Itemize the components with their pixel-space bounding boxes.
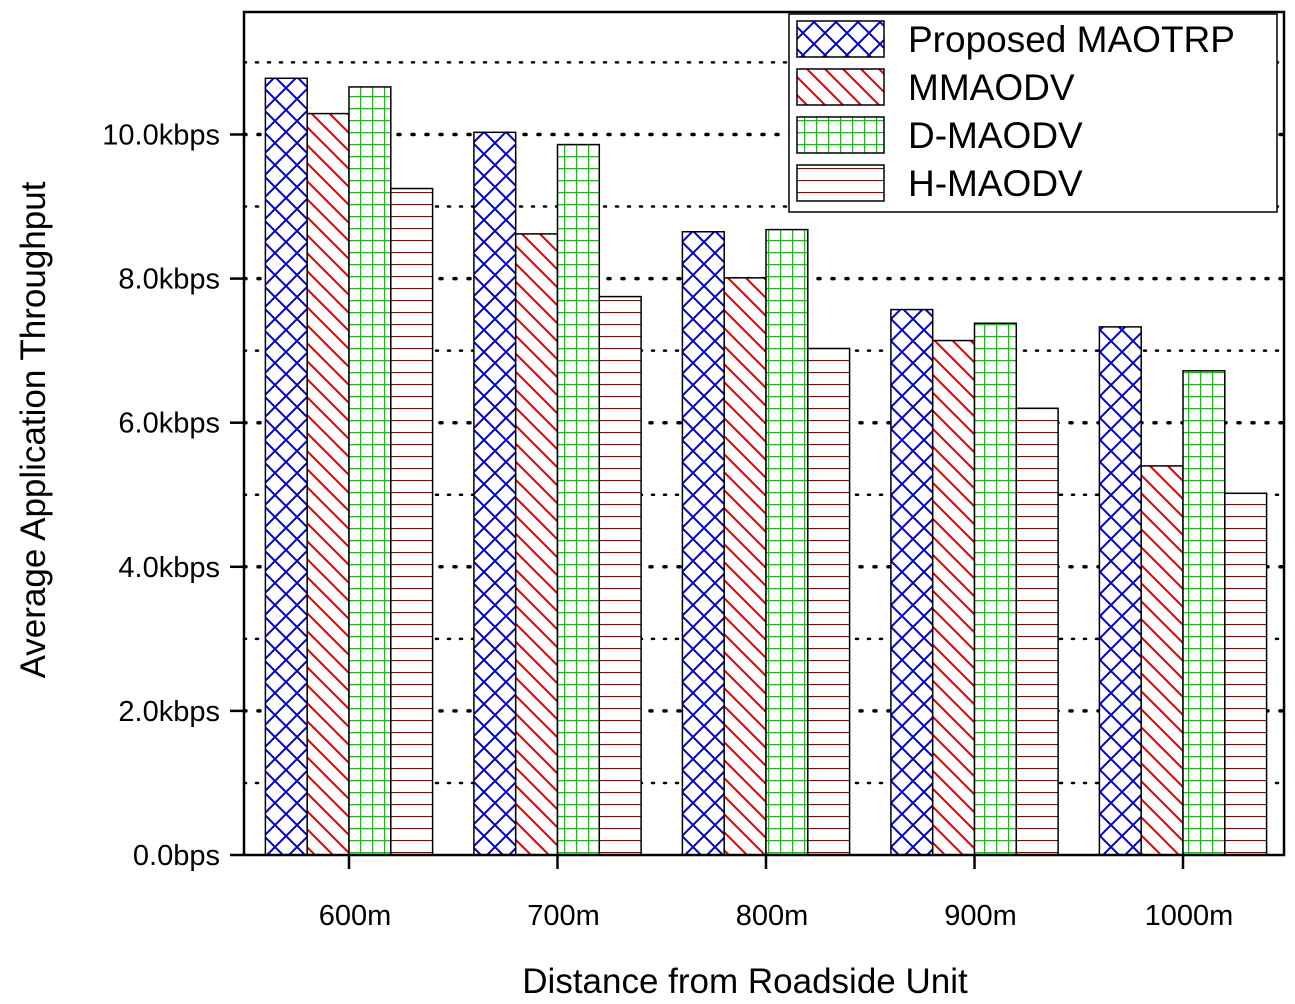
legend-label: Proposed MAOTRP (908, 19, 1235, 60)
bar-mmaodv-600m (306, 112, 350, 856)
bar-h-maodv-600m (390, 187, 434, 856)
y-tick-label: 4.0kbps (118, 552, 220, 584)
bar-proposed-maotrp-900m (890, 308, 934, 856)
x-tick-label: 600m (319, 900, 392, 932)
bars (264, 77, 1268, 856)
bar-mmaodv-1000m (1140, 465, 1184, 856)
bar-d-maodv-700m (556, 143, 601, 856)
x-tick-label: 900m (944, 900, 1017, 932)
bar-mmaodv-900m (931, 339, 976, 856)
legend-swatch (796, 20, 885, 58)
x-axis-title: Distance from Roadside Unit (522, 962, 968, 1001)
y-tick-label: 0.0bps (133, 840, 220, 872)
bar-proposed-maotrp-700m (473, 131, 517, 856)
bar-h-maodv-1000m (1224, 492, 1268, 856)
legend-swatch (796, 164, 885, 202)
bar-proposed-maotrp-1000m (1098, 326, 1142, 856)
bar-mmaodv-700m (514, 233, 559, 856)
x-axis: 600m 700m 800m 900m 1000m (319, 855, 1234, 932)
bar-d-maodv-900m (973, 322, 1018, 856)
bar-h-maodv-900m (1015, 407, 1059, 856)
legend-label: MMAODV (908, 67, 1075, 108)
bar-d-maodv-1000m (1182, 370, 1226, 856)
y-axis: 0.0bps 2.0kbps 4.0kbps 6.0kbps 8.0kbps 10.0kb… (102, 119, 244, 872)
bar-h-maodv-800m (807, 347, 851, 856)
bar-proposed-maotrp-600m (264, 77, 308, 856)
x-tick-label: 1000m (1145, 900, 1234, 932)
bar-proposed-maotrp-800m (681, 231, 725, 856)
y-tick-label: 10.0kbps (102, 119, 220, 151)
y-tick-label: 6.0kbps (118, 408, 220, 440)
x-tick-label: 800m (736, 900, 809, 932)
legend: Proposed MAOTRP MMAODV D-MAODV H-MAODV (788, 13, 1278, 213)
plot-frame (242, 10, 1286, 857)
legend-label: D-MAODV (908, 115, 1083, 156)
legend-label: H-MAODV (908, 163, 1083, 204)
y-tick-label: 8.0kbps (118, 264, 220, 296)
bar-h-maodv-700m (598, 295, 642, 856)
legend-swatch (796, 116, 885, 154)
x-tick-label: 700m (527, 900, 600, 932)
y-tick-label: 2.0kbps (118, 696, 220, 728)
y-axis-title: Average Application Throughput (14, 181, 53, 678)
bar-d-maodv-800m (765, 228, 809, 856)
bar-mmaodv-800m (723, 277, 767, 856)
legend-swatch (796, 68, 885, 106)
bar-d-maodv-600m (348, 86, 392, 856)
